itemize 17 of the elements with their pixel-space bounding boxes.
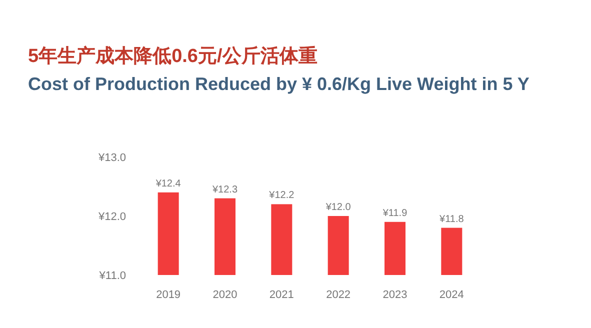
x-tick-label: 2023 [382, 289, 408, 301]
x-tick-label: 2020 [212, 289, 238, 301]
x-tick-label: 2022 [326, 289, 351, 301]
y-tick-label: ¥12.0 [97, 211, 126, 223]
data-label: ¥12.4 [154, 178, 182, 190]
x-tick-label: 2019 [156, 289, 181, 301]
chart-subtitle: Cost of Production Reduced by ¥ 0.6/Kg Live Weight in 5 Y [28, 74, 530, 94]
y-tick-label: ¥11.0 [98, 270, 126, 282]
data-label: ¥11.9 [382, 208, 408, 219]
chart-title: 5年生产成本降低0.6元/公斤活体重 [28, 45, 318, 67]
data-label: ¥12.0 [324, 202, 352, 213]
y-tick-label: ¥13.0 [97, 152, 126, 164]
data-label: ¥12.3 [211, 184, 238, 196]
x-tick-label: 2024 [439, 289, 464, 301]
data-label: ¥11.8 [438, 214, 464, 225]
x-tick-label: 2021 [269, 289, 294, 301]
data-label: ¥12.2 [268, 190, 295, 202]
